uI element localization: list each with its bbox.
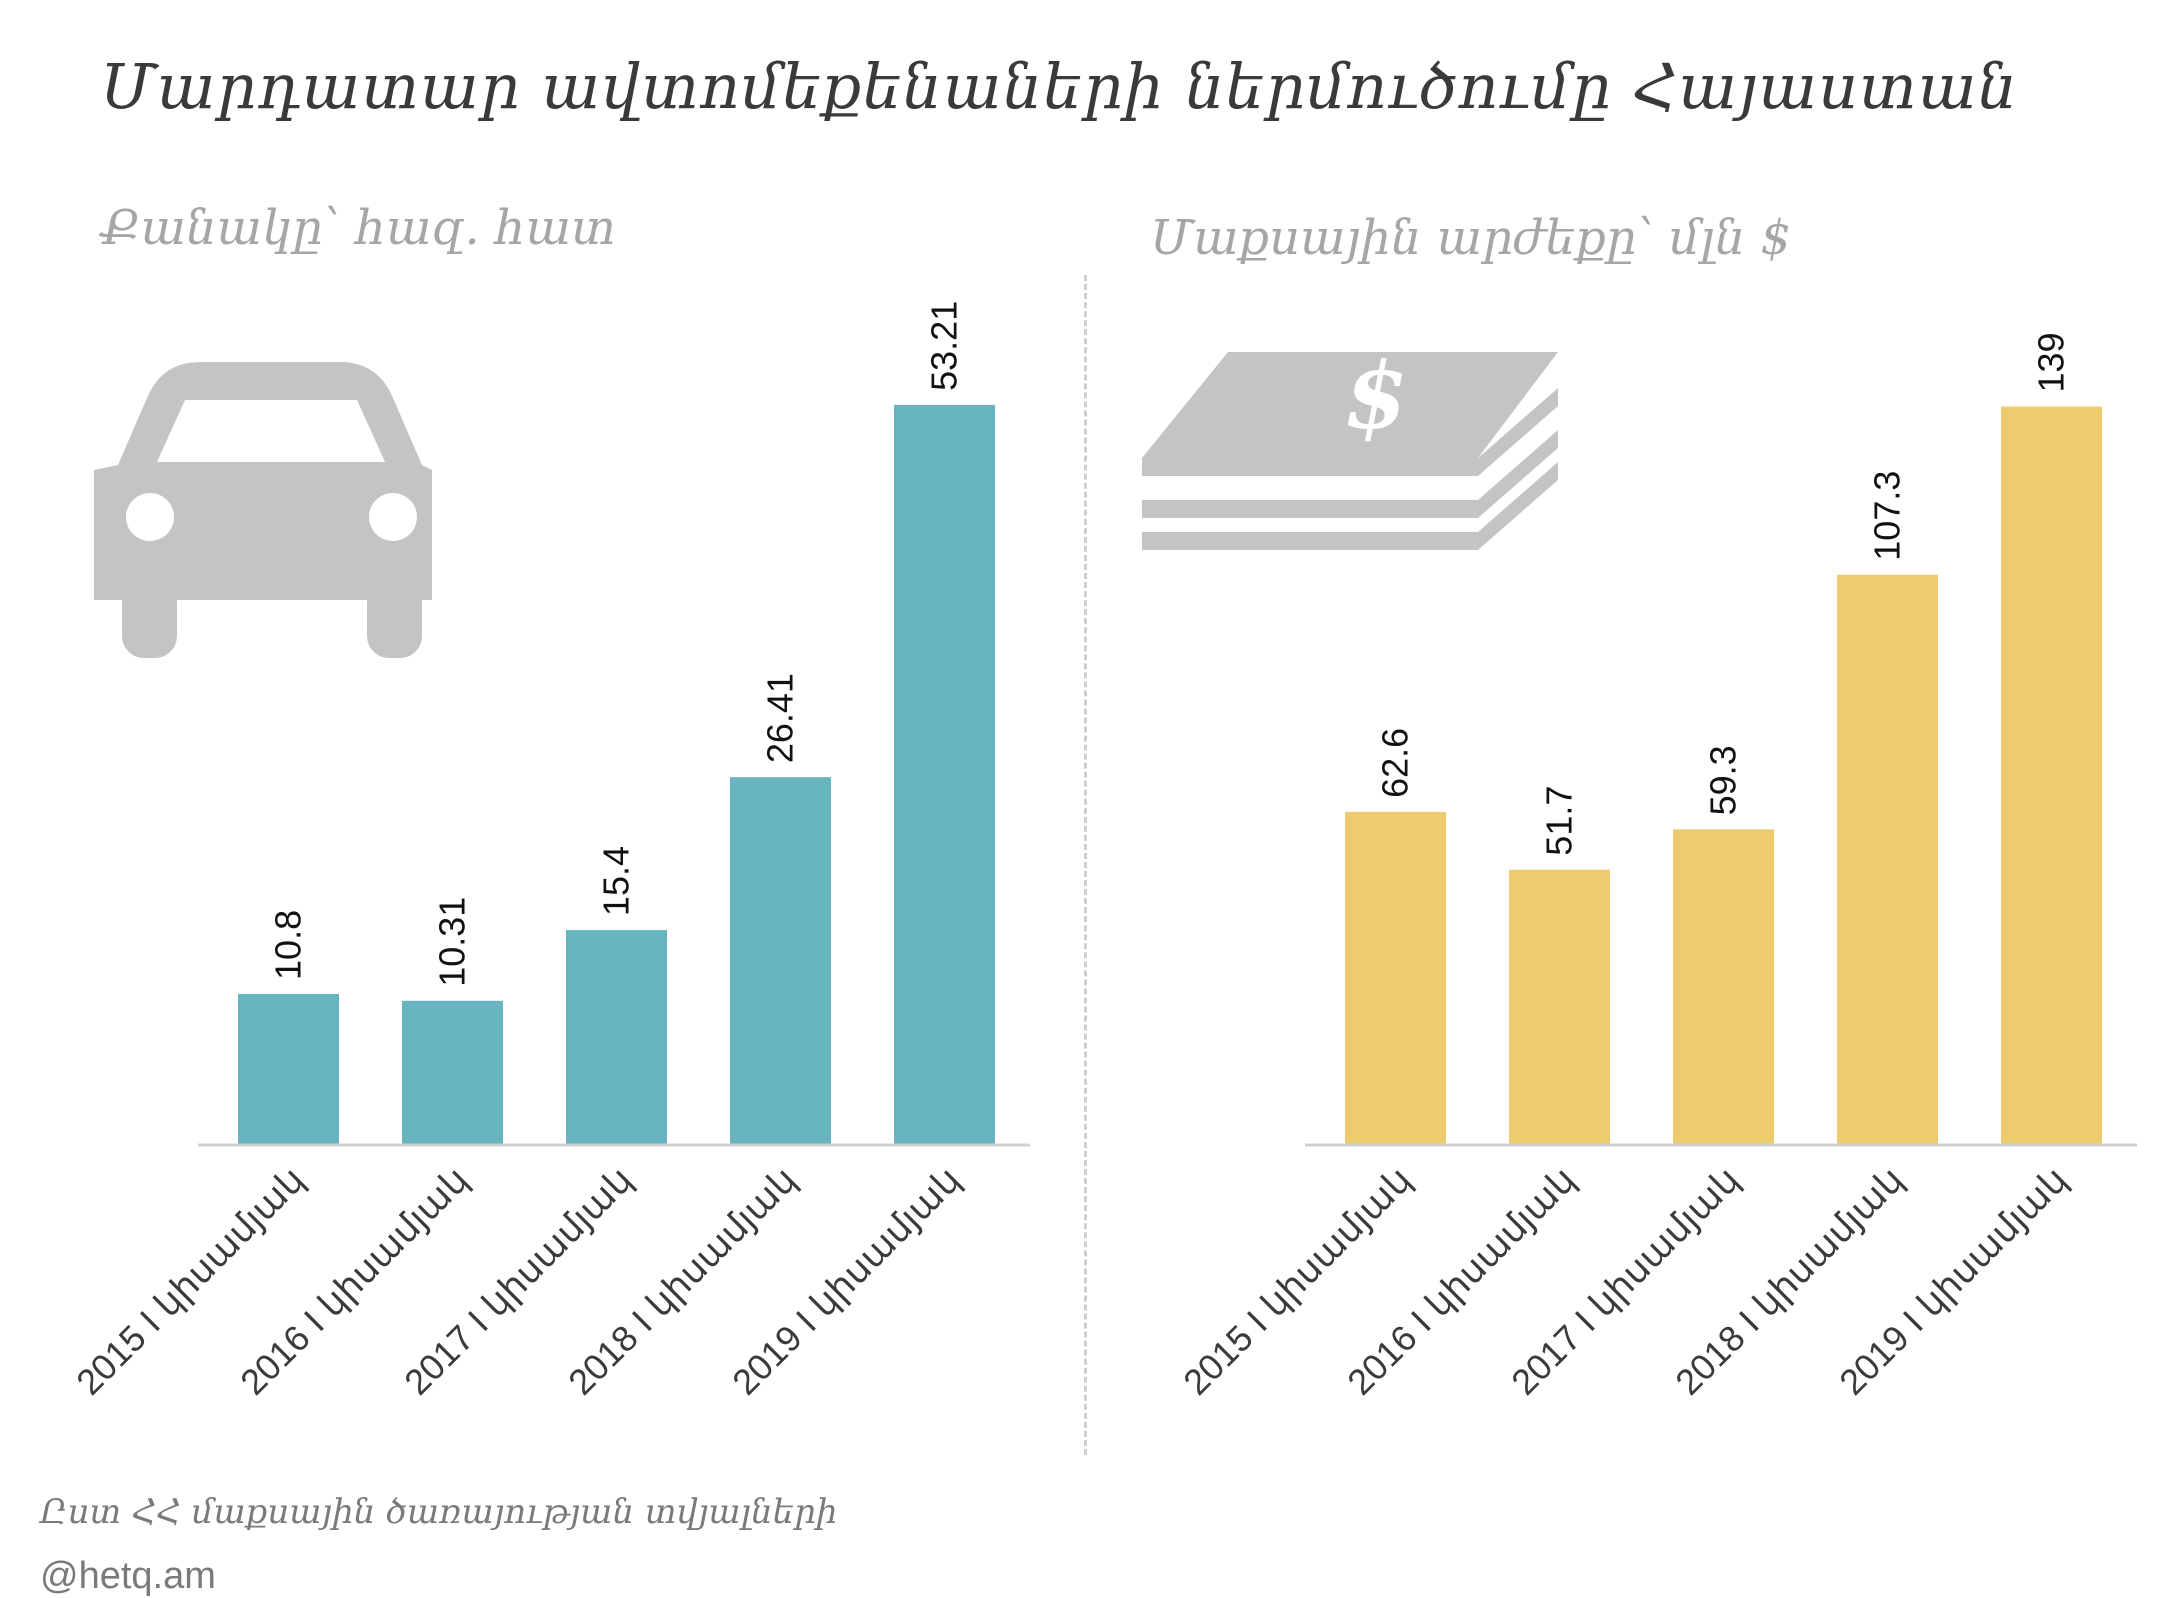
left-value-label: 10.8 [268, 910, 309, 980]
left-bar [566, 930, 667, 1144]
source-note: Ըստ ՀՀ մաքսային ծառայության տվյալների [40, 1492, 838, 1532]
car-icon [94, 362, 432, 658]
left-value-label: 15.4 [596, 846, 637, 916]
right-value-label: 107.3 [1867, 471, 1908, 561]
right-value-label: 59.3 [1703, 745, 1744, 815]
main-title: Մարդատար ավտոմեքենաների ներմուծումը Հայա… [100, 50, 2018, 123]
right-value-label: 139 [2031, 332, 2072, 392]
right-bar [1345, 811, 1446, 1144]
right-chart-title: Մաքսային արժեքը՝ մլն $ [1150, 210, 1792, 266]
left-value-label: 10.31 [432, 897, 473, 987]
right-value-label: 62.6 [1375, 728, 1416, 798]
svg-text:$: $ [1344, 342, 1408, 450]
right-bar [1509, 869, 1610, 1144]
left-chart-title: Քանակը՝ հազ. հատ [100, 200, 616, 256]
left-bar [894, 404, 995, 1144]
right-bar [1837, 574, 1938, 1144]
money-stack-icon: $ [1142, 342, 1558, 550]
left-bar [238, 993, 339, 1144]
left-value-label: 26.41 [760, 673, 801, 763]
left-value-label: 53.21 [924, 301, 965, 391]
right-bar [1673, 829, 1774, 1144]
left-bar [402, 1000, 503, 1144]
right-value-label: 51.7 [1539, 786, 1580, 856]
right-bar [2001, 406, 2102, 1144]
left-bar [730, 777, 831, 1144]
source-handle: @hetq.am [40, 1555, 216, 1597]
panel-divider [1084, 275, 1087, 1455]
